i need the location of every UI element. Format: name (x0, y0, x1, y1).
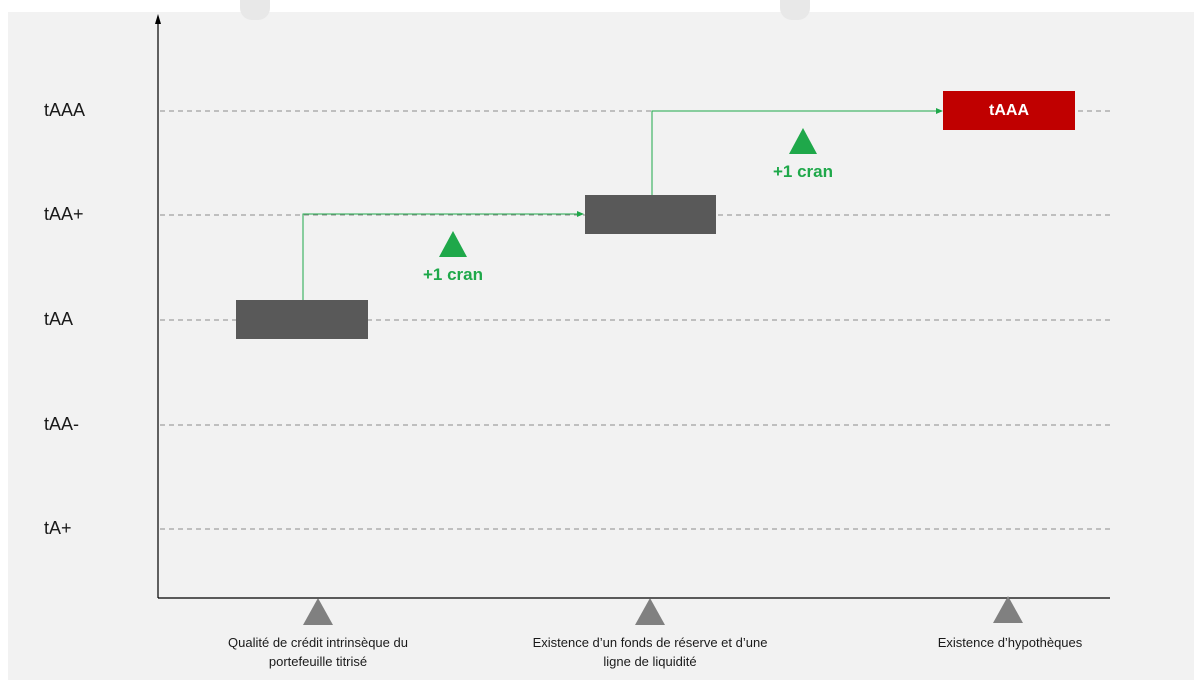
top-decoration (240, 0, 270, 20)
final-rating-label: tAAA (989, 101, 1029, 119)
caption-line: portefeuille titrisé (268, 654, 368, 669)
level-label-taa-plus: tAA+ (44, 204, 84, 224)
y-axis-arrow (155, 14, 161, 24)
step1-caption: Qualité de crédit intrinsèque du portefe… (168, 633, 468, 671)
step3-bar (943, 91, 1075, 130)
step2-caption: Existence d’un fonds de réserve et d’une… (500, 633, 800, 671)
step2-bar (585, 195, 716, 234)
caption-line: Qualité de crédit intrinsèque du (228, 635, 408, 650)
connector-arrowhead (936, 108, 943, 114)
gain-up-triangle (789, 128, 817, 154)
connector-step2-step3 (651, 110, 938, 195)
level-label-ta-plus: tA+ (44, 518, 72, 538)
level-label-taa: tAA (44, 309, 74, 329)
gain-label: +1 cran (422, 265, 483, 284)
caption-line: Existence d’hypothèques (937, 635, 1083, 650)
step3-caption: Existence d’hypothèques (860, 633, 1160, 652)
level-label-taa-minus: tAA- (44, 414, 80, 434)
step3-marker (993, 596, 1023, 623)
caption-line: Existence d’un fonds de réserve et d’une (532, 635, 768, 650)
caption-line: ligne de liquidité (603, 654, 697, 669)
step1-marker (303, 598, 333, 625)
connector-step1-step2 (302, 213, 580, 300)
top-decoration (780, 0, 810, 20)
level-label-taaa: tAAA (44, 100, 86, 120)
step1-bar (236, 300, 368, 339)
top-band (0, 0, 1194, 12)
connector-arrowhead (577, 211, 584, 217)
gain-label: +1 cran (772, 162, 833, 181)
step2-marker (635, 598, 665, 625)
gain-up-triangle (439, 231, 467, 257)
